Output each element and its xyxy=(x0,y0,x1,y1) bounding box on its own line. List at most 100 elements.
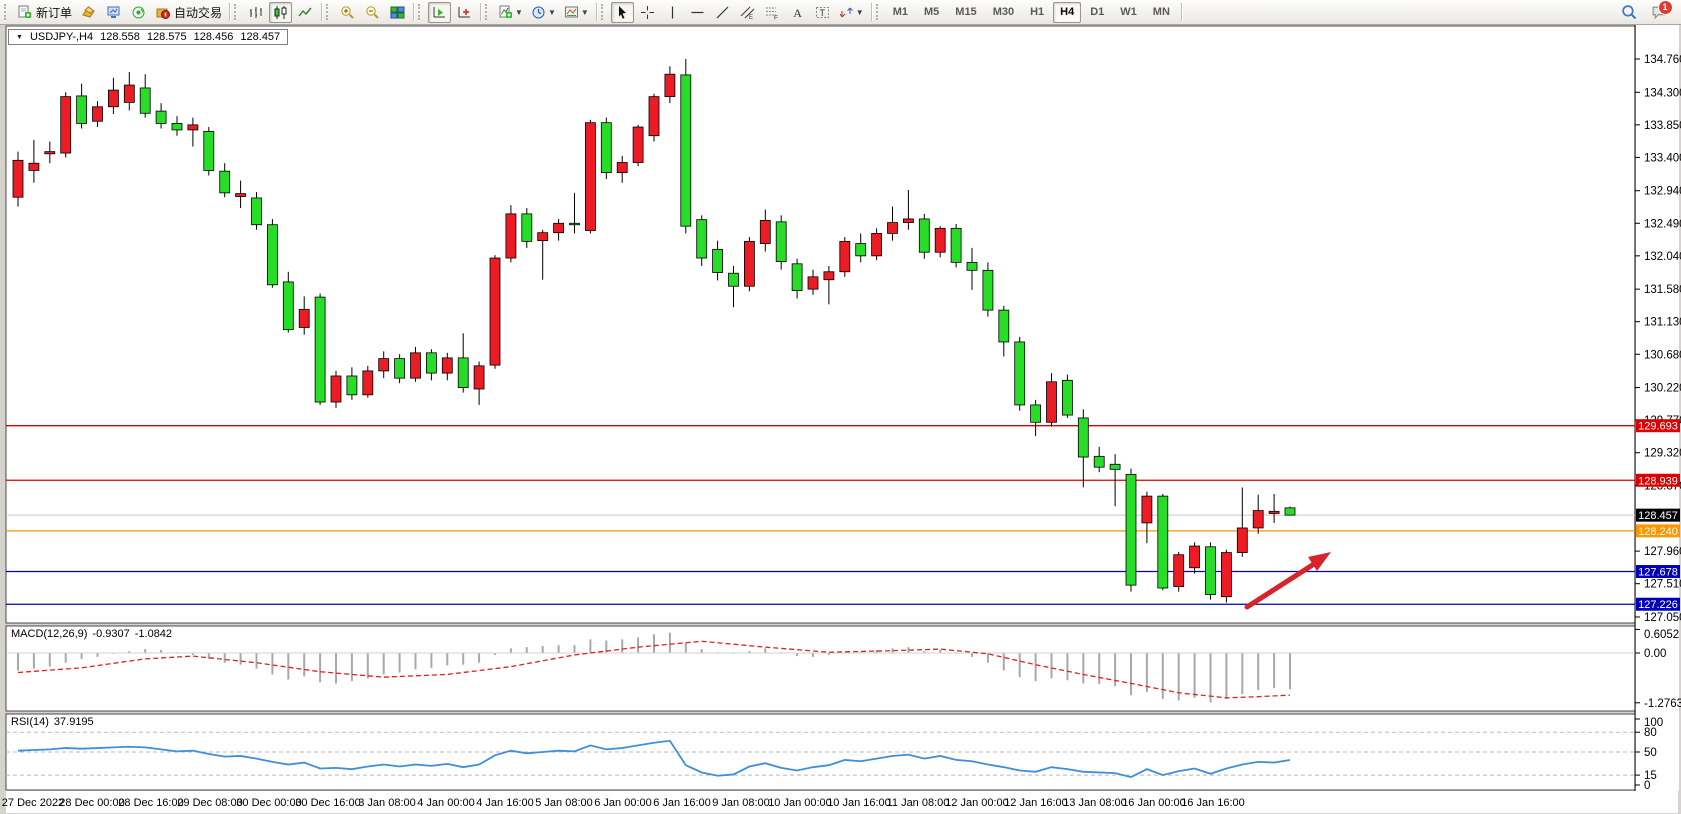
terminal-icon xyxy=(106,5,121,20)
zoom-in-icon xyxy=(340,5,355,20)
line-chart-icon xyxy=(298,5,313,20)
rsi-indicator-label: RSI(14) 37.9195 xyxy=(11,716,94,728)
collapse-icon[interactable]: ▼ xyxy=(16,33,23,41)
auto-trading-button[interactable]: 自动交易 xyxy=(152,2,225,23)
toolbar-separator xyxy=(1180,3,1182,21)
time-axis-label: 28 Dec 00:00 xyxy=(59,797,124,809)
timeframe-w1-button[interactable]: W1 xyxy=(1120,5,1137,18)
arrows-icon xyxy=(839,5,854,20)
auto-trading-icon xyxy=(155,5,171,20)
price-axis-tick: 132.040 xyxy=(1644,251,1681,263)
notification-badge: 1 xyxy=(1657,0,1673,15)
signals-button[interactable] xyxy=(127,2,150,23)
indicators-button[interactable]: ▼ xyxy=(495,2,526,23)
time-axis-label: 4 Jan 00:00 xyxy=(417,797,475,809)
chevron-down-icon: ▼ xyxy=(855,7,864,17)
timeframe-m30-button[interactable]: M30 xyxy=(992,5,1015,18)
new-order-icon xyxy=(17,5,32,20)
price-axis[interactable] xyxy=(1636,25,1679,791)
price-axis-tick: 131.580 xyxy=(1644,284,1681,296)
chart-window[interactable]: 134.760 134.300 133.850 133.400 132.940 132.4… xyxy=(0,25,1681,814)
resistance-line-2-label xyxy=(1636,473,1680,487)
rsi-axis-tick: 50 xyxy=(1644,747,1657,759)
text-button[interactable]: A xyxy=(786,2,809,23)
chevron-down-icon: ▼ xyxy=(580,7,589,17)
zoom-in-button[interactable] xyxy=(336,2,359,23)
timeframe-m15-button[interactable]: M15 xyxy=(955,5,977,18)
auto-scroll-button[interactable] xyxy=(428,1,452,23)
time-axis-label: 16 Jan 16:00 xyxy=(1181,797,1245,809)
crosshair-button[interactable] xyxy=(636,2,659,23)
timeframe-d1-button[interactable]: D1 xyxy=(1090,5,1105,18)
toolbar-separator xyxy=(321,3,323,21)
support-line-2-label xyxy=(1636,597,1680,611)
svg-text:128.240: 128.240 xyxy=(1638,526,1678,538)
timeframe-h1-button[interactable]: H1 xyxy=(1030,5,1045,18)
chat-icon: 1 xyxy=(1651,0,1673,20)
time-axis-label: 28 Dec 16:00 xyxy=(118,797,183,809)
rsi-axis-tick: 0 xyxy=(1644,780,1650,792)
candlestick-chart-button[interactable] xyxy=(269,1,293,23)
periods-button[interactable]: ▼ xyxy=(528,2,559,23)
template-icon xyxy=(564,5,579,20)
tile-windows-button[interactable] xyxy=(386,2,409,23)
chart-profile-button[interactable] xyxy=(77,2,100,23)
terminal-button[interactable] xyxy=(102,2,125,23)
svg-text:128.939: 128.939 xyxy=(1638,475,1678,487)
price-axis-tick: 131.130 xyxy=(1644,317,1681,329)
time-axis-label: 16 Jan 00:00 xyxy=(1122,797,1186,809)
macd-axis-tick: -1.2763 xyxy=(1644,698,1681,710)
zoom-out-button[interactable] xyxy=(361,2,384,23)
chart-info-bar[interactable]: ▼ USDJPY-,H4 128.558 128.575 128.456 128… xyxy=(8,29,289,45)
macd-panel[interactable] xyxy=(5,625,1636,712)
price-chart-plot[interactable] xyxy=(5,25,1636,624)
price-axis-tick: 130.220 xyxy=(1644,383,1681,395)
symbol-period-label: USDJPY-,H4 xyxy=(29,31,94,43)
toolbar-separator xyxy=(413,3,415,21)
main-toolbar: 新订单 自动交易 ▼ ▼ ▼ E F A T ▼ M1 M5 M15 M30 H1 H4 D1 W1 MN 1 xyxy=(0,0,1681,25)
rsi-axis-tick: 80 xyxy=(1644,727,1657,739)
timeframe-mn-button[interactable]: MN xyxy=(1152,5,1170,18)
time-axis[interactable] xyxy=(6,791,1678,813)
timeframe-m1-button[interactable]: M1 xyxy=(892,5,908,18)
fibonacci-button[interactable]: F xyxy=(761,2,784,23)
new-order-button[interactable]: 新订单 xyxy=(14,2,75,23)
toolbar-grip xyxy=(418,4,424,20)
crosshair-icon xyxy=(640,5,655,20)
chart-shift-button[interactable] xyxy=(453,2,476,23)
chevron-down-icon: ▼ xyxy=(515,7,523,17)
arrows-button[interactable]: ▼ xyxy=(836,2,867,23)
channel-icon: E xyxy=(740,5,755,20)
trend-arrow-annotation[interactable] xyxy=(1244,552,1331,610)
time-axis-label: 3 Jan 08:00 xyxy=(358,797,416,809)
price-axis-tick: 127.050 xyxy=(1644,612,1681,624)
trendline-button[interactable] xyxy=(711,2,734,23)
bar-chart-button[interactable] xyxy=(244,2,267,23)
vertical-line-icon xyxy=(665,5,680,20)
equidistant-channel-button[interactable]: E xyxy=(736,2,759,23)
templates-button[interactable]: ▼ xyxy=(561,2,592,23)
svg-text:T: T xyxy=(819,8,825,18)
timeframe-m5-button[interactable]: M5 xyxy=(924,5,940,18)
line-chart-button[interactable] xyxy=(294,2,317,23)
timeframe-h4-button[interactable]: H4 xyxy=(1053,1,1082,23)
toolbar-grip xyxy=(4,4,10,20)
toolbar-grip xyxy=(875,4,882,20)
indicators-icon xyxy=(498,5,513,20)
text-label-button[interactable]: T xyxy=(811,2,834,23)
search-button[interactable] xyxy=(1617,2,1640,23)
time-axis-label: 10 Jan 00:00 xyxy=(768,797,832,809)
auto-scroll-icon xyxy=(432,5,447,20)
toolbar-grip xyxy=(485,4,491,20)
toolbar-grip xyxy=(326,4,332,20)
horizontal-line-button[interactable] xyxy=(686,2,709,23)
time-axis-label: 30 Dec 16:00 xyxy=(295,797,360,809)
cursor-button[interactable] xyxy=(610,1,634,23)
notifications-button[interactable]: 1 xyxy=(1647,0,1673,23)
vertical-line-button[interactable] xyxy=(661,2,684,23)
time-axis-label: 11 Jan 08:00 xyxy=(887,797,950,809)
svg-text:127.678: 127.678 xyxy=(1638,567,1678,579)
price-axis-tick: 134.300 xyxy=(1644,87,1681,99)
text-label-icon: T xyxy=(815,5,830,20)
macd-signal-line xyxy=(17,640,1291,699)
